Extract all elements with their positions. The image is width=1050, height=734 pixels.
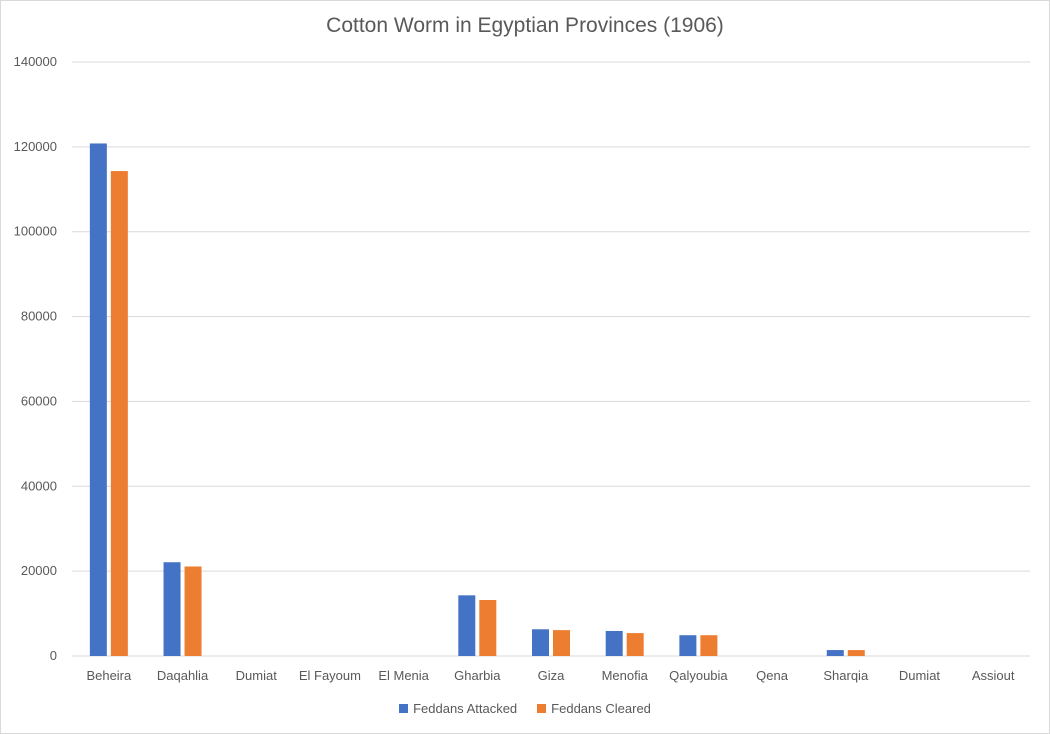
bar-cleared bbox=[847, 650, 865, 656]
bar-attacked bbox=[679, 635, 697, 656]
x-category-label: Menofia bbox=[602, 668, 649, 683]
y-axis-tick-labels: 0 20000 40000 60000 80000 100000 120000 140000 bbox=[14, 54, 57, 663]
bar-cleared bbox=[184, 566, 202, 656]
legend-swatch-attacked bbox=[399, 704, 409, 713]
y-tick-label: 60000 bbox=[21, 393, 57, 408]
y-tick-label: 40000 bbox=[21, 478, 57, 493]
x-category-label: Assiout bbox=[972, 668, 1015, 683]
chart-title: Cotton Worm in Egyptian Provinces (1906) bbox=[326, 14, 724, 37]
gridlines bbox=[72, 61, 1030, 657]
y-tick-label: 0 bbox=[50, 648, 57, 663]
legend-label-attacked: Feddans Attacked bbox=[413, 701, 518, 716]
legend-item-cleared: Feddans Cleared bbox=[537, 701, 651, 716]
bar-cleared bbox=[626, 633, 644, 656]
bar-attacked bbox=[163, 562, 181, 656]
bar-attacked bbox=[605, 630, 623, 656]
legend: Feddans Attacked Feddans Cleared bbox=[0, 701, 1050, 716]
x-category-label: Giza bbox=[538, 668, 566, 683]
x-category-label: Gharbia bbox=[454, 668, 501, 683]
x-axis-category-labels: Beheira Daqahlia Dumiat El Fayoum El Menia Gh… bbox=[86, 668, 1014, 683]
y-tick-label: 20000 bbox=[21, 563, 57, 578]
legend-item-attacked: Feddans Attacked bbox=[399, 701, 517, 716]
x-category-label: Sharqia bbox=[823, 668, 869, 683]
bar-cleared bbox=[700, 635, 718, 656]
y-tick-label: 100000 bbox=[14, 224, 57, 239]
x-category-label: Daqahlia bbox=[157, 668, 209, 683]
x-category-label: El Fayoum bbox=[299, 668, 361, 683]
legend-label-cleared: Feddans Cleared bbox=[551, 701, 651, 716]
bar-cleared bbox=[479, 599, 497, 656]
y-tick-label: 140000 bbox=[14, 54, 57, 69]
legend-swatch-cleared bbox=[537, 704, 547, 713]
x-category-label: El Menia bbox=[378, 668, 429, 683]
y-tick-label: 80000 bbox=[21, 309, 57, 324]
x-category-label: Beheira bbox=[86, 668, 132, 683]
y-tick-label: 120000 bbox=[14, 139, 57, 154]
x-category-label: Qena bbox=[756, 668, 789, 683]
bar-cleared bbox=[110, 171, 128, 656]
bar-attacked bbox=[532, 629, 549, 656]
bar-attacked bbox=[458, 595, 476, 656]
x-category-label: Dumiat bbox=[899, 668, 941, 683]
x-category-label: Qalyoubia bbox=[669, 668, 728, 683]
bar-cleared bbox=[553, 630, 570, 656]
bar-attacked bbox=[826, 650, 844, 656]
bar-attacked bbox=[89, 143, 107, 656]
x-category-label: Dumiat bbox=[236, 668, 278, 683]
bars bbox=[89, 143, 865, 656]
